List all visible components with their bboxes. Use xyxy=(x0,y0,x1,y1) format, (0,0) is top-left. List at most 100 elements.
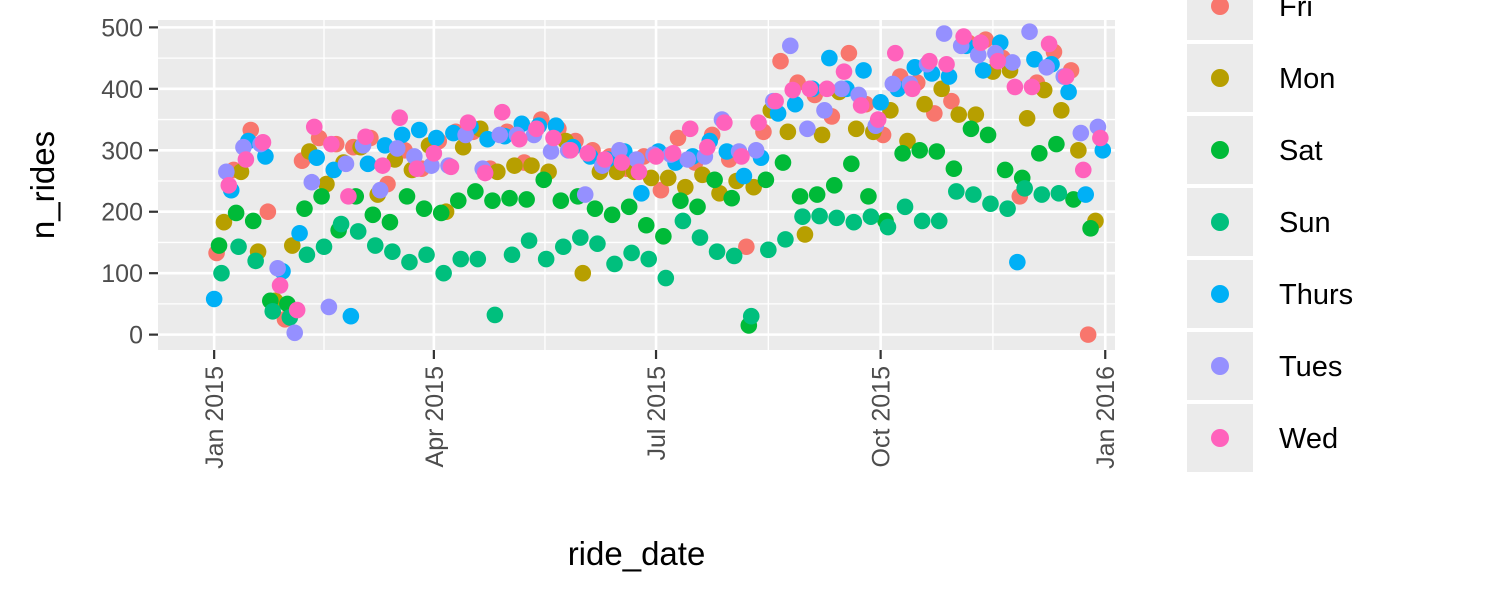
y-axis: 0 100 200 300 400 500 xyxy=(101,14,158,350)
point-sun xyxy=(213,264,230,282)
point-sun xyxy=(349,223,367,240)
point-sat xyxy=(808,186,826,203)
point-mon xyxy=(933,80,950,98)
point-sat xyxy=(655,228,672,245)
point-wed xyxy=(305,118,323,136)
point-tues xyxy=(286,324,304,342)
point-wed xyxy=(1057,68,1075,85)
point-sat xyxy=(364,206,382,224)
point-thurs xyxy=(410,121,428,139)
point-mon xyxy=(659,169,677,187)
point-tues xyxy=(679,151,697,168)
point-sat xyxy=(501,189,518,207)
point-fri xyxy=(1079,326,1097,343)
point-sun xyxy=(401,253,418,271)
point-sat xyxy=(791,188,809,205)
point-wed xyxy=(323,135,340,153)
point-tues xyxy=(218,163,235,181)
point-sun xyxy=(486,306,504,324)
point-sun xyxy=(264,302,282,320)
legend-item-thurs: Thurs xyxy=(1187,260,1353,328)
y-tick-label: 100 xyxy=(101,260,143,288)
point-sun xyxy=(589,235,606,252)
point-sat xyxy=(1082,220,1099,237)
point-thurs xyxy=(393,126,411,144)
point-mon xyxy=(523,157,540,174)
point-thurs xyxy=(1060,83,1077,101)
point-sat xyxy=(603,206,621,224)
x-axis: Jan 2015 Apr 2015 Jul 2015 Oct 2015 Jan 2016 xyxy=(201,350,1120,469)
point-tues xyxy=(799,120,816,138)
point-sat xyxy=(467,183,484,200)
point-wed xyxy=(562,141,579,159)
point-sun xyxy=(845,213,863,231)
point-wed xyxy=(750,114,767,131)
point-sun xyxy=(674,212,692,230)
point-sat xyxy=(586,200,604,217)
point-tues xyxy=(816,102,833,119)
point-mon xyxy=(1070,141,1087,159)
point-sun xyxy=(469,250,487,268)
point-tues xyxy=(1004,54,1021,71)
point-mon xyxy=(916,95,933,113)
point-sat xyxy=(843,155,860,173)
point-wed xyxy=(647,148,665,165)
point-wed xyxy=(459,114,477,131)
point-wed xyxy=(545,129,562,147)
point-sun xyxy=(247,252,264,270)
point-sun xyxy=(572,229,589,246)
plot-panel xyxy=(158,20,1115,350)
point-mon xyxy=(847,120,865,138)
point-sun xyxy=(657,269,675,287)
legend: Fri Mon Sat Sun Thurs Tues Wed xyxy=(1187,0,1353,472)
point-sun xyxy=(862,208,880,225)
point-sat xyxy=(484,192,501,209)
point-wed xyxy=(869,111,887,128)
legend-item-mon: Mon xyxy=(1187,44,1335,112)
point-thurs xyxy=(1009,253,1026,271)
point-tues xyxy=(628,151,645,168)
point-wed xyxy=(698,138,716,156)
point-sun xyxy=(520,232,538,249)
point-sat xyxy=(860,188,877,205)
point-sat xyxy=(996,161,1014,179)
point-wed xyxy=(613,154,631,171)
point-tues xyxy=(1021,23,1038,40)
point-wed xyxy=(784,81,802,99)
point-sat xyxy=(518,191,535,208)
point-tues xyxy=(371,181,389,199)
point-wed xyxy=(408,160,426,178)
point-fri xyxy=(652,181,670,199)
point-wed xyxy=(630,163,648,181)
point-wed xyxy=(801,80,819,98)
point-sat xyxy=(449,192,467,209)
point-sun xyxy=(384,243,401,260)
point-sun xyxy=(1033,186,1051,203)
point-sat xyxy=(1031,145,1048,162)
point-thurs xyxy=(940,68,958,85)
point-wed xyxy=(767,92,784,110)
point-sun xyxy=(1016,180,1033,197)
point-wed xyxy=(476,164,494,182)
point-sun xyxy=(366,237,384,254)
point-thurs xyxy=(1077,186,1095,203)
point-tues xyxy=(1072,124,1090,142)
point-sun xyxy=(879,218,897,236)
point-sun xyxy=(537,250,555,268)
point-tues xyxy=(884,75,902,93)
point-thurs xyxy=(547,117,565,134)
point-sat xyxy=(706,171,723,189)
point-sat xyxy=(227,204,245,222)
point-wed xyxy=(972,34,990,52)
legend-label: Wed xyxy=(1279,423,1338,455)
point-sat xyxy=(398,188,416,205)
point-sun xyxy=(811,207,828,225)
point-fri xyxy=(259,203,277,221)
legend-swatch xyxy=(1211,141,1229,159)
point-wed xyxy=(237,151,255,168)
point-sun xyxy=(760,241,777,259)
point-thurs xyxy=(855,62,872,79)
point-wed xyxy=(220,177,238,194)
x-tick-label: Jul 2015 xyxy=(643,366,671,461)
